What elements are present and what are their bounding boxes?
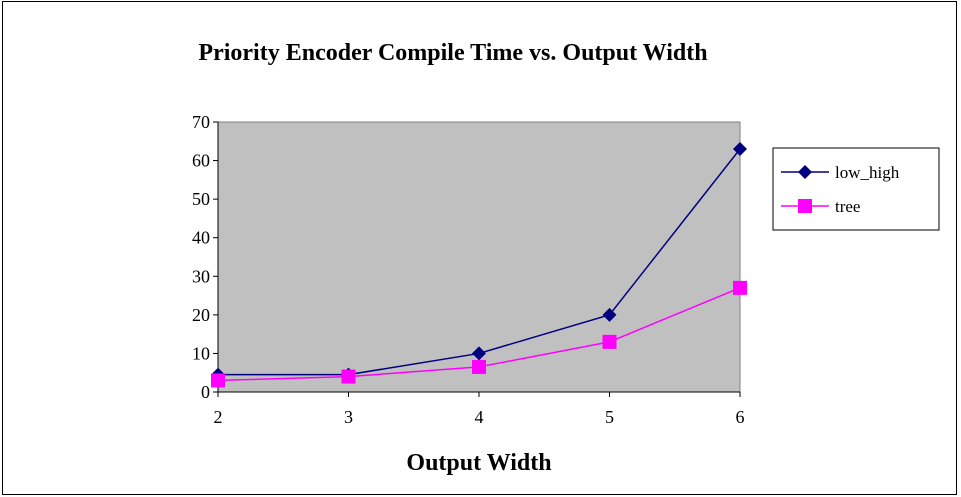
y-tick-label: 30	[192, 266, 210, 286]
x-axis-label: Output Width	[406, 450, 551, 476]
data-point-low_high	[472, 346, 486, 361]
series-layer	[211, 142, 747, 388]
data-point-tree	[472, 359, 486, 374]
y-tick-label: 60	[192, 151, 210, 171]
x-tick-label: 2	[214, 407, 223, 427]
y-tick-label: 10	[192, 343, 210, 363]
y-tick-label: 20	[192, 305, 210, 325]
legend-label-low_high: low_high	[835, 163, 900, 182]
y-tick-label: 50	[192, 189, 210, 209]
x-tick-label: 3	[344, 407, 353, 427]
data-point-low_high	[733, 142, 747, 156]
y-tick-label: 40	[192, 228, 210, 248]
line-chart: Priority Encoder Compile Time vs. Output…	[192, 40, 940, 476]
y-tick-label: 0	[201, 382, 210, 402]
data-point-tree	[211, 373, 225, 388]
chart-title: Priority Encoder Compile Time vs. Output…	[198, 40, 707, 66]
legend-label-tree: tree	[835, 197, 860, 216]
x-tick-label: 4	[475, 407, 484, 427]
x-tick-label: 5	[605, 407, 614, 427]
legend-marker-tree	[798, 199, 812, 213]
data-point-tree	[733, 280, 747, 295]
series-tree	[211, 280, 747, 388]
data-point-low_high	[602, 307, 617, 322]
legend-marker-low_high	[798, 165, 812, 179]
data-point-tree	[602, 334, 617, 349]
axes: 0 10 20 30 40 50 60 70 2 3 4 5 6	[192, 112, 745, 427]
x-tick-label: 6	[736, 407, 745, 427]
data-point-tree	[341, 369, 356, 384]
legend-box	[772, 147, 940, 231]
y-tick-label: 70	[192, 112, 210, 132]
